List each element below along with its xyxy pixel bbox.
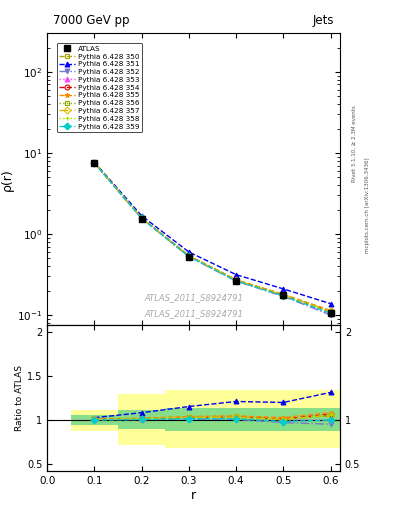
- Pythia 6.428 359: [234, 278, 239, 284]
- Pythia 6.428 352: [234, 278, 239, 284]
- Line: Pythia 6.428 356: Pythia 6.428 356: [92, 160, 333, 314]
- Pythia 6.428 350: [92, 160, 97, 166]
- Pythia 6.428 352: [139, 215, 144, 221]
- Pythia 6.428 353: [281, 292, 286, 298]
- Y-axis label: ρ(r): ρ(r): [1, 168, 14, 190]
- Pythia 6.428 353: [92, 160, 97, 166]
- Pythia 6.428 358: [328, 308, 333, 314]
- Text: Jets: Jets: [312, 14, 334, 28]
- Pythia 6.428 354: [234, 277, 239, 283]
- Y-axis label: Ratio to ATLAS: Ratio to ATLAS: [15, 365, 24, 431]
- Pythia 6.428 357: [328, 308, 333, 314]
- Pythia 6.428 356: [139, 215, 144, 221]
- Pythia 6.428 350: [328, 309, 333, 315]
- Pythia 6.428 356: [186, 253, 191, 259]
- Line: Pythia 6.428 353: Pythia 6.428 353: [92, 160, 333, 316]
- Line: Pythia 6.428 352: Pythia 6.428 352: [92, 160, 333, 317]
- Text: mcplots.cern.ch [arXiv:1306.3436]: mcplots.cern.ch [arXiv:1306.3436]: [365, 157, 371, 252]
- Pythia 6.428 356: [92, 160, 97, 166]
- Pythia 6.428 353: [139, 215, 144, 221]
- Pythia 6.428 352: [186, 253, 191, 260]
- Pythia 6.428 359: [139, 215, 144, 221]
- Line: Pythia 6.428 355: Pythia 6.428 355: [92, 160, 333, 313]
- Pythia 6.428 351: [328, 301, 333, 307]
- Pythia 6.428 353: [186, 253, 191, 259]
- Pythia 6.428 351: [186, 249, 191, 255]
- Pythia 6.428 354: [281, 292, 286, 298]
- Pythia 6.428 357: [186, 253, 191, 259]
- Pythia 6.428 352: [328, 312, 333, 318]
- Pythia 6.428 351: [139, 212, 144, 219]
- Pythia 6.428 351: [234, 271, 239, 278]
- Pythia 6.428 354: [186, 253, 191, 259]
- Legend: ATLAS, Pythia 6.428 350, Pythia 6.428 351, Pythia 6.428 352, Pythia 6.428 353, P: ATLAS, Pythia 6.428 350, Pythia 6.428 35…: [57, 42, 142, 132]
- Pythia 6.428 350: [234, 276, 239, 283]
- Pythia 6.428 353: [234, 277, 239, 283]
- Pythia 6.428 359: [328, 310, 333, 316]
- Text: Rivet 3.1.10, ≥ 2.3M events: Rivet 3.1.10, ≥ 2.3M events: [352, 105, 357, 182]
- Pythia 6.428 358: [139, 215, 144, 221]
- Pythia 6.428 355: [234, 276, 239, 283]
- Pythia 6.428 357: [92, 160, 97, 166]
- Pythia 6.428 354: [92, 160, 97, 166]
- Pythia 6.428 354: [328, 308, 333, 314]
- Pythia 6.428 353: [328, 310, 333, 316]
- Pythia 6.428 357: [139, 215, 144, 221]
- Pythia 6.428 355: [281, 291, 286, 297]
- Pythia 6.428 352: [92, 160, 97, 166]
- Pythia 6.428 350: [139, 215, 144, 221]
- Pythia 6.428 352: [281, 293, 286, 300]
- Pythia 6.428 356: [234, 277, 239, 283]
- Pythia 6.428 351: [92, 159, 97, 165]
- Pythia 6.428 358: [281, 292, 286, 298]
- Pythia 6.428 355: [186, 252, 191, 259]
- Pythia 6.428 351: [281, 286, 286, 292]
- Pythia 6.428 350: [186, 252, 191, 259]
- Pythia 6.428 355: [139, 215, 144, 221]
- Pythia 6.428 358: [92, 160, 97, 166]
- Line: Pythia 6.428 351: Pythia 6.428 351: [92, 160, 333, 306]
- X-axis label: r: r: [191, 488, 196, 502]
- Text: 7000 GeV pp: 7000 GeV pp: [53, 14, 130, 28]
- Pythia 6.428 355: [328, 307, 333, 313]
- Pythia 6.428 354: [139, 215, 144, 221]
- Pythia 6.428 356: [281, 292, 286, 298]
- Pythia 6.428 355: [92, 160, 97, 166]
- Pythia 6.428 358: [186, 253, 191, 259]
- Pythia 6.428 359: [186, 253, 191, 260]
- Line: Pythia 6.428 354: Pythia 6.428 354: [92, 160, 333, 313]
- Text: ATLAS_2011_S8924791: ATLAS_2011_S8924791: [144, 293, 243, 302]
- Text: ATLAS_2011_S8924791: ATLAS_2011_S8924791: [144, 309, 243, 318]
- Line: Pythia 6.428 350: Pythia 6.428 350: [92, 160, 333, 314]
- Pythia 6.428 350: [281, 292, 286, 298]
- Pythia 6.428 358: [234, 277, 239, 283]
- Line: Pythia 6.428 357: Pythia 6.428 357: [92, 160, 333, 314]
- Pythia 6.428 359: [281, 293, 286, 299]
- Pythia 6.428 359: [92, 160, 97, 166]
- Pythia 6.428 357: [281, 292, 286, 298]
- Pythia 6.428 356: [328, 308, 333, 314]
- Line: Pythia 6.428 358: Pythia 6.428 358: [92, 160, 333, 314]
- Line: Pythia 6.428 359: Pythia 6.428 359: [92, 161, 333, 316]
- Pythia 6.428 357: [234, 277, 239, 283]
